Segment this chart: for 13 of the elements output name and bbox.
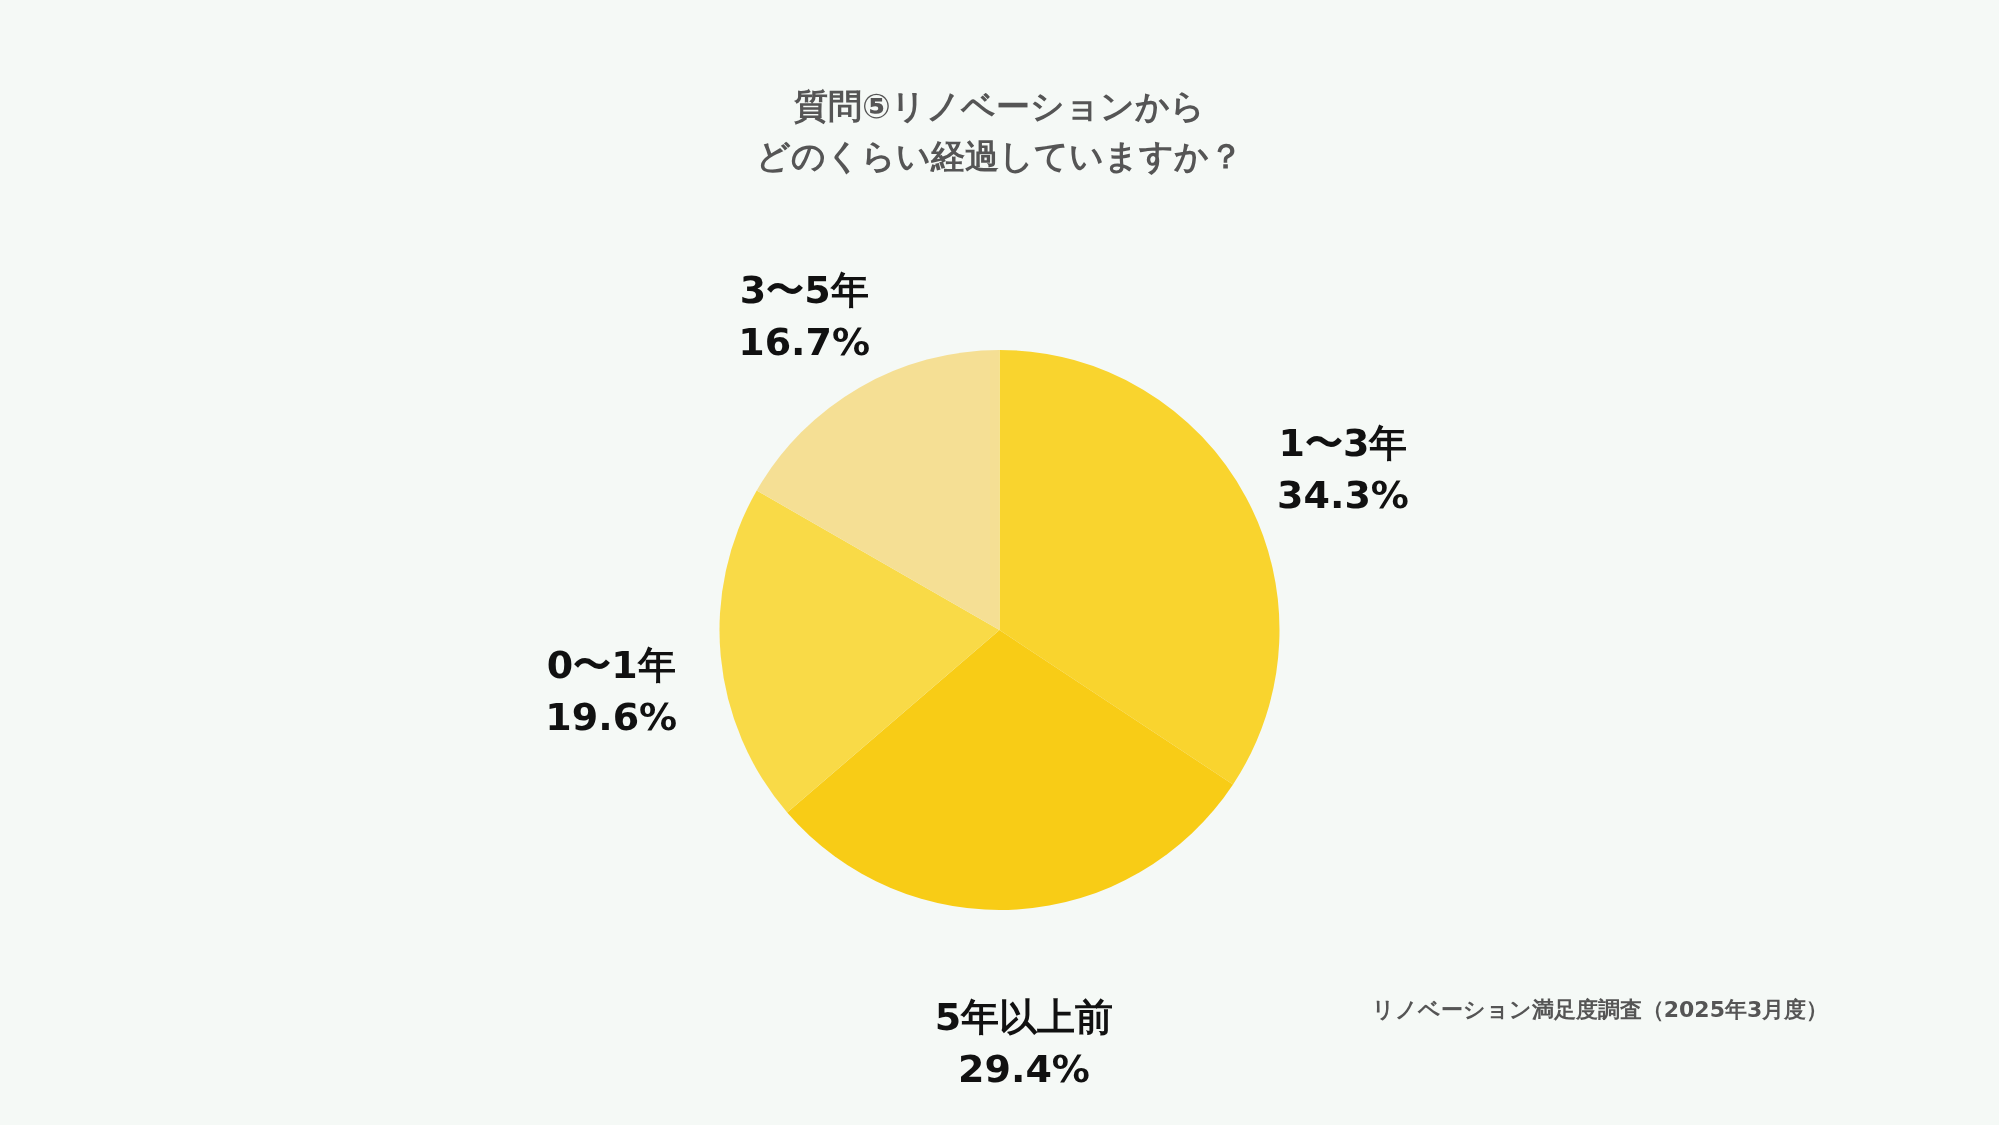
- pie-slice: [787, 630, 1234, 910]
- slice-label: 5年以上前: [934, 995, 1114, 1040]
- slice-label: 0〜1年: [546, 642, 676, 687]
- pie-slice: [719, 490, 1000, 813]
- data-label: 19.6%: [545, 694, 678, 739]
- slice-label: 3〜5年: [739, 268, 869, 313]
- slice-label: 1〜3年: [1278, 421, 1408, 466]
- data-label: 29.4%: [958, 1047, 1090, 1092]
- data-label: 16.7%: [738, 320, 871, 365]
- data-label: 34.3%: [1277, 473, 1409, 518]
- pie-slice: [999, 350, 1280, 785]
- text: リノベーション満足度調査（2025年3月度）: [1371, 997, 1829, 1022]
- chart-title: 質問⑤リノベーションからどのくらい経過していますか？: [756, 86, 1243, 176]
